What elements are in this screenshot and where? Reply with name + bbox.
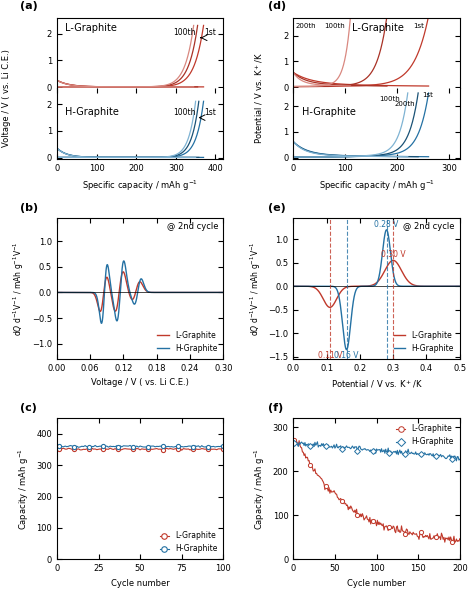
Text: 100th: 100th: [173, 28, 195, 37]
Text: 1st: 1st: [204, 108, 216, 117]
Text: 1st: 1st: [422, 92, 433, 98]
Text: 0.11 V: 0.11 V: [318, 351, 342, 360]
Text: L-Graphite: L-Graphite: [65, 23, 117, 33]
Text: Potential / V vs. K$^+$/K: Potential / V vs. K$^+$/K: [254, 52, 265, 144]
Text: 100th: 100th: [325, 23, 345, 29]
Text: 0.16 V: 0.16 V: [334, 351, 359, 360]
Y-axis label: d$Q$ d$^{-1}$V$^{-1}$ / mAh g$^{-1}$V$^{-1}$: d$Q$ d$^{-1}$V$^{-1}$ / mAh g$^{-1}$V$^{…: [248, 241, 263, 336]
X-axis label: Voltage / V ( vs. Li C.E.): Voltage / V ( vs. Li C.E.): [91, 378, 189, 387]
Text: 200th: 200th: [395, 101, 415, 107]
X-axis label: Cycle number: Cycle number: [347, 579, 406, 588]
Text: (c): (c): [20, 403, 37, 414]
Text: 0.28 V: 0.28 V: [374, 220, 399, 229]
Legend: L-Graphite, H-Graphite: L-Graphite, H-Graphite: [155, 329, 219, 355]
Text: L-Graphite: L-Graphite: [352, 23, 403, 33]
Text: (d): (d): [268, 1, 286, 11]
X-axis label: Specific capacity / mAh g$^{-1}$: Specific capacity / mAh g$^{-1}$: [319, 178, 435, 193]
Text: 100th: 100th: [379, 96, 400, 102]
Text: (a): (a): [20, 1, 38, 11]
Text: 100th: 100th: [173, 108, 196, 117]
X-axis label: Potential / V vs. K$^+$/K: Potential / V vs. K$^+$/K: [331, 378, 422, 390]
Text: @ 2nd cycle: @ 2nd cycle: [167, 223, 219, 231]
Text: @ 2nd cycle: @ 2nd cycle: [403, 223, 455, 231]
Text: 0.30 V: 0.30 V: [381, 250, 405, 259]
Legend: L-Graphite, H-Graphite: L-Graphite, H-Graphite: [157, 529, 219, 556]
Y-axis label: Capacity / mAh g$^{-1}$: Capacity / mAh g$^{-1}$: [253, 448, 267, 530]
Text: (f): (f): [268, 403, 283, 414]
Text: 200th: 200th: [296, 23, 317, 29]
Legend: L-Graphite, H-Graphite: L-Graphite, H-Graphite: [392, 329, 456, 355]
Y-axis label: Capacity / mAh g$^{-1}$: Capacity / mAh g$^{-1}$: [16, 448, 31, 530]
Text: H-Graphite: H-Graphite: [301, 107, 356, 117]
Text: 1st: 1st: [204, 28, 216, 37]
Legend: L-Graphite, H-Graphite: L-Graphite, H-Graphite: [394, 422, 456, 449]
X-axis label: Cycle number: Cycle number: [111, 579, 170, 588]
Text: H-Graphite: H-Graphite: [65, 107, 119, 117]
X-axis label: Specific capacity / mAh g$^{-1}$: Specific capacity / mAh g$^{-1}$: [82, 178, 198, 193]
Text: 1st: 1st: [413, 23, 424, 29]
Text: (e): (e): [268, 203, 286, 213]
Y-axis label: d$Q$ d$^{-1}$V$^{-1}$ / mAh g$^{-1}$V$^{-1}$: d$Q$ d$^{-1}$V$^{-1}$ / mAh g$^{-1}$V$^{…: [12, 241, 27, 336]
Text: (b): (b): [20, 203, 38, 213]
Text: Voltage / V ( vs. Li C.E.): Voltage / V ( vs. Li C.E.): [2, 49, 11, 147]
